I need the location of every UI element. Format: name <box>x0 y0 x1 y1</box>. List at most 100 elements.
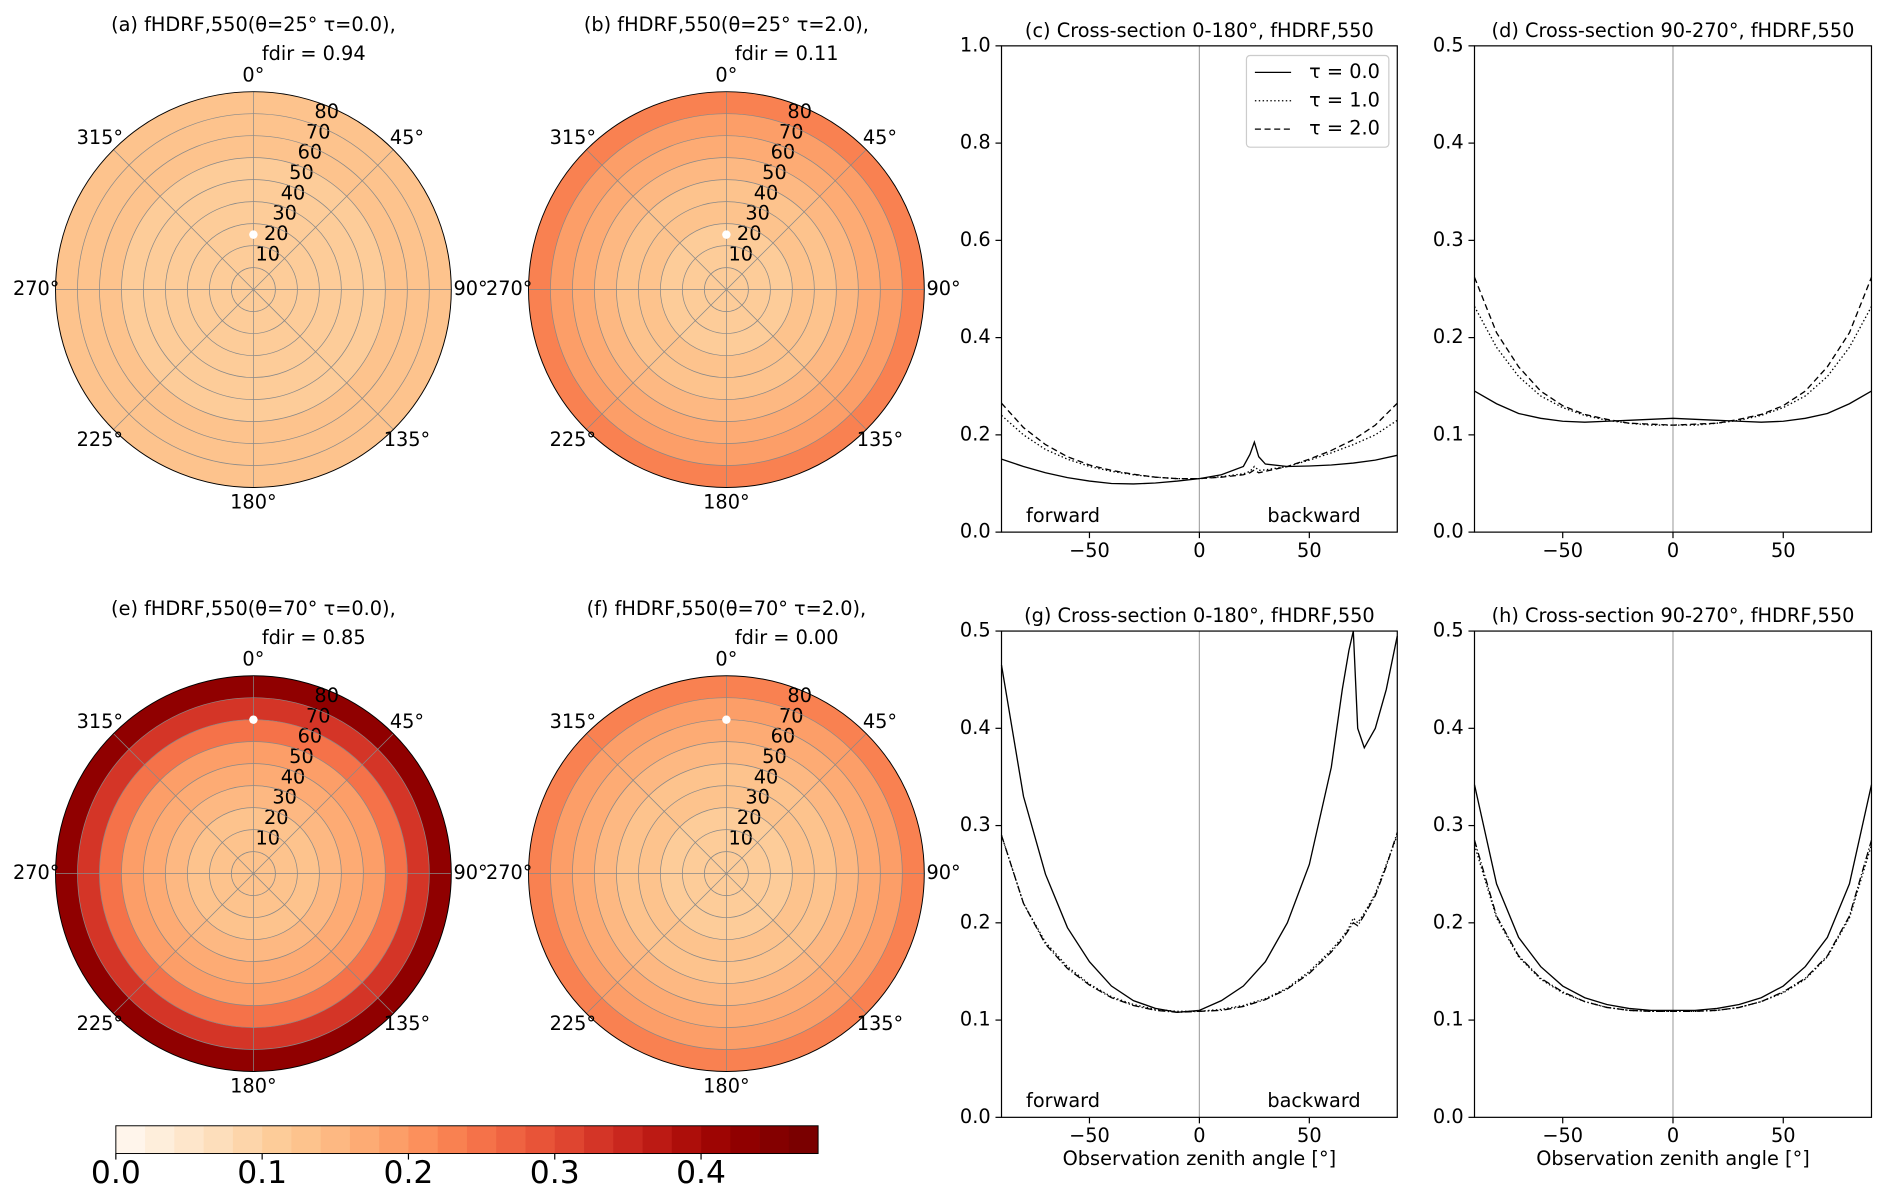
axes-frame <box>1473 630 1873 1118</box>
r-label: 80 <box>787 100 812 123</box>
plot-title: (d) Cross-section 90-270°, fHDRF,550 <box>1492 19 1855 42</box>
plot-subtitle: fdir = 0.85 <box>262 626 366 649</box>
colorbar-bin <box>291 1125 322 1154</box>
colorbar-bin <box>203 1125 234 1154</box>
y-tick-label: 0.1 <box>1433 1008 1464 1031</box>
angle-label: 270° <box>486 861 532 884</box>
colorbar-bin <box>759 1125 790 1154</box>
annotation: forward <box>1026 1089 1100 1112</box>
r-label: 30 <box>745 786 770 809</box>
r-grid <box>682 829 771 918</box>
r-grid <box>165 785 342 962</box>
x-tick-label: −50 <box>1069 1124 1110 1147</box>
legend-label: τ = 2.0 <box>1309 117 1380 140</box>
colorbar: 0.0 0.1 0.2 0.3 0.4 <box>91 1125 819 1191</box>
series-line <box>1473 306 1873 426</box>
r-grid <box>209 245 298 334</box>
colorbar-bin <box>554 1125 585 1154</box>
polar-plot: (a) fHDRF,550(θ=25° τ=0.0), fdir = 0.940°… <box>13 13 488 514</box>
r-label: 20 <box>737 222 762 245</box>
r-label: 70 <box>306 704 331 727</box>
r-grid <box>99 135 408 444</box>
line-plot: (h) Cross-section 90-270°, fHDRF,550 0.0 0… <box>1433 604 1873 1170</box>
r-label: 40 <box>281 181 306 204</box>
polar-frame <box>528 91 925 488</box>
spoke <box>586 289 727 430</box>
r-label: 50 <box>762 745 787 768</box>
y-tick-label: 0.8 <box>960 131 991 154</box>
y-tick-label: 0.5 <box>1433 33 1464 56</box>
series-line <box>1001 414 1398 480</box>
angle-label: 270° <box>13 277 59 300</box>
r-grid <box>550 113 903 466</box>
legend-label: τ = 1.0 <box>1309 88 1380 111</box>
r-label: 30 <box>272 202 297 225</box>
r-grid <box>143 763 364 984</box>
sun-position <box>249 230 258 239</box>
r-grid <box>231 267 276 312</box>
angle-label: 45° <box>863 710 897 733</box>
colorbar-bin <box>613 1125 643 1154</box>
r-label: 10 <box>729 242 754 265</box>
spoke <box>253 289 394 430</box>
legend-label: τ = 0.0 <box>1309 60 1380 83</box>
colorbar-bin <box>671 1125 702 1154</box>
angle-label: 270° <box>13 861 59 884</box>
sun-position <box>249 715 258 724</box>
colorbar-bin <box>496 1125 526 1154</box>
colorbar-bin <box>145 1125 175 1154</box>
x-tick-label: 0 <box>1193 1124 1205 1147</box>
angle-label: 225° <box>550 1012 596 1035</box>
series-line <box>1000 832 1398 1013</box>
spoke <box>253 873 394 1014</box>
plot-title: (a) fHDRF,550(θ=25° τ=0.0), <box>111 13 396 36</box>
r-label: 80 <box>787 684 812 707</box>
r-grid <box>231 851 276 896</box>
r-label: 70 <box>779 704 804 727</box>
r-label: 80 <box>314 100 339 123</box>
r-grid <box>77 697 430 1050</box>
x-axis-label: Observation zenith angle [°] <box>1536 1147 1810 1170</box>
x-tick-label: 0 <box>1667 1124 1679 1147</box>
r-label: 70 <box>306 120 331 143</box>
series-line <box>1000 630 1398 1013</box>
y-tick-label: 0.2 <box>1433 910 1464 933</box>
spoke <box>253 149 394 290</box>
spoke <box>586 873 727 1014</box>
y-tick-label: 1.0 <box>960 33 991 56</box>
annotation: backward <box>1267 504 1360 527</box>
colorbar-tick-label: 0.1 <box>237 1155 287 1191</box>
axes-frame <box>1473 45 1873 533</box>
angle-label: 180° <box>703 491 749 514</box>
colorbar-bin <box>174 1125 204 1154</box>
angle-label: 135° <box>384 428 430 451</box>
spoke <box>586 733 727 874</box>
y-tick-label: 0.2 <box>1433 325 1464 348</box>
r-grid <box>121 157 386 422</box>
r-grid <box>187 807 320 940</box>
angle-label: 0° <box>715 64 737 87</box>
r-grid <box>143 179 364 400</box>
y-tick-label: 0.3 <box>1433 813 1464 836</box>
x-tick-label: −50 <box>1542 1124 1583 1147</box>
r-label: 60 <box>298 725 323 748</box>
colorbar-bin <box>349 1125 380 1154</box>
y-tick-label: 0.4 <box>1433 131 1464 154</box>
x-tick-label: 50 <box>1297 1124 1322 1147</box>
x-tick-label: −50 <box>1542 539 1583 562</box>
r-grid <box>616 179 837 400</box>
y-tick-label: 0.1 <box>960 1008 991 1031</box>
annotation: backward <box>1267 1089 1360 1112</box>
angle-label: 225° <box>77 428 123 451</box>
plot-subtitle: fdir = 0.00 <box>735 626 839 649</box>
line-plot: (c) Cross-section 0-180°, fHDRF,550 0.0 0.… <box>960 19 1398 562</box>
r-label: 10 <box>256 242 281 265</box>
r-grid <box>638 785 815 962</box>
polar-plot: (b) fHDRF,550(θ=25° τ=2.0), fdir = 0.110°… <box>486 13 961 514</box>
r-label: 40 <box>754 765 779 788</box>
r-grid <box>660 807 793 940</box>
y-tick-label: 0.3 <box>1433 228 1464 251</box>
colorbar-bin <box>525 1125 556 1154</box>
series-line <box>1473 277 1873 426</box>
